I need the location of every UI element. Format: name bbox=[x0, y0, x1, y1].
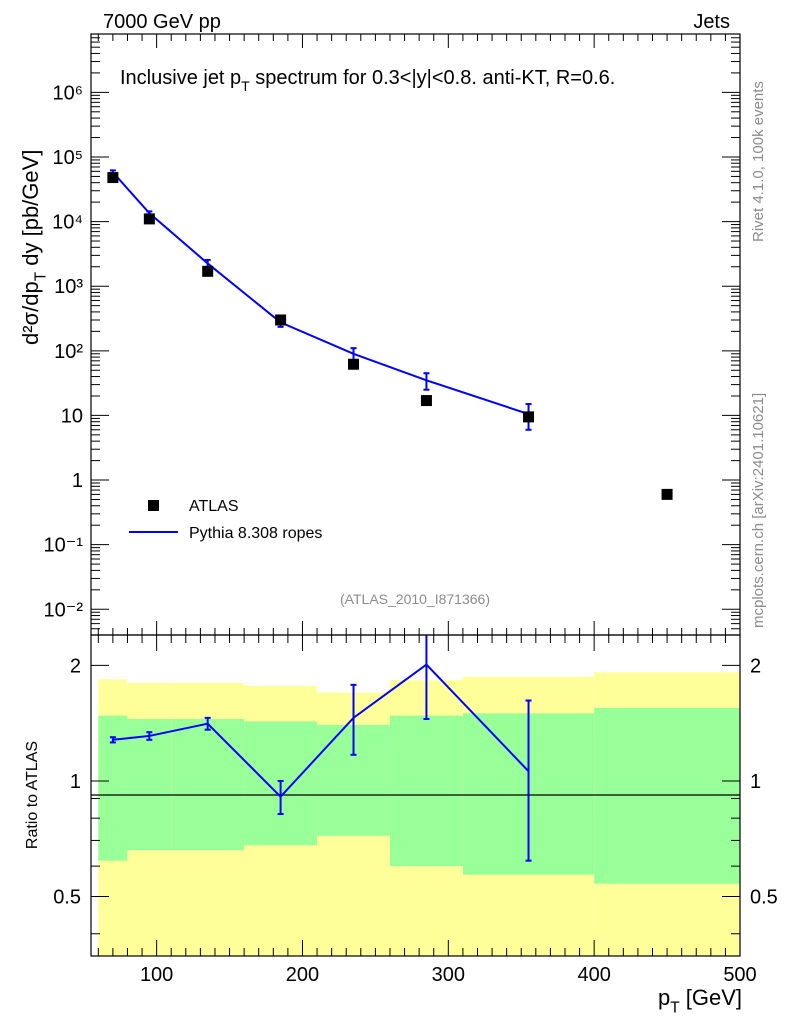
header-left: 7000 GeV pp bbox=[103, 11, 221, 33]
rivet-label: Rivet 4.1.0, 100k events bbox=[750, 81, 767, 242]
analysis-watermark: (ATLAS_2010_I871366) bbox=[340, 591, 490, 607]
inner-band bbox=[389, 715, 463, 867]
mc-series bbox=[109, 169, 532, 431]
x-tick-label: 100 bbox=[140, 964, 173, 986]
ratio-y-tick-label: 1 bbox=[70, 771, 81, 793]
main-y-tick-label: 10⁻¹ bbox=[44, 535, 84, 557]
mcplots-label: mcplots.cern.ch [arXiv:2401.10621] bbox=[750, 393, 767, 628]
ratio-y-tick-label: 0.5 bbox=[53, 887, 81, 909]
ratio-ticks bbox=[91, 635, 741, 956]
data-point bbox=[348, 358, 360, 370]
ratio-uncertainty-bands bbox=[98, 672, 740, 956]
data-point bbox=[143, 213, 155, 225]
main-y-tick-labels: 10⁻² 10⁻¹ 1 10 10² 10³ 10⁴ 10⁵ 10⁶ bbox=[44, 82, 84, 621]
mc-line bbox=[112, 171, 529, 416]
data-point bbox=[107, 172, 119, 184]
inner-band bbox=[171, 719, 245, 851]
main-y-tick-label: 10² bbox=[54, 341, 83, 363]
legend: ATLAS Pythia 8.308 ropes bbox=[129, 498, 322, 542]
x-tick-label: 300 bbox=[432, 964, 465, 986]
inner-band bbox=[127, 719, 172, 851]
ratio-plot-panel: 0.5 0.5 1 1 2 2 100 200 300 400 500 Ratio to ATLA… bbox=[24, 634, 778, 1017]
ratio-y-tick-label-right: 0.5 bbox=[750, 887, 778, 909]
main-plot-panel: 10⁻² 10⁻¹ 1 10 10² 10³ 10⁴ 10⁵ 10⁶ Inclusive jet… bbox=[18, 33, 741, 636]
main-y-tick-label: 10 bbox=[61, 405, 83, 427]
main-ticks bbox=[91, 33, 741, 636]
main-y-axis-label: d²σ/dpT​ dy [pb/GeV] bbox=[18, 150, 50, 345]
legend-mc-label: Pythia 8.308 ropes bbox=[189, 525, 322, 542]
inner-band bbox=[594, 707, 740, 884]
data-series bbox=[107, 172, 673, 500]
data-point bbox=[202, 265, 214, 277]
x-tick-label: 400 bbox=[577, 964, 610, 986]
x-axis-label: pT​ [GeV] bbox=[658, 985, 742, 1017]
main-y-tick-label: 10⁶ bbox=[53, 82, 83, 104]
x-tick-labels: 100 200 300 400 500 bbox=[140, 964, 757, 986]
x-tick-label: 200 bbox=[286, 964, 319, 986]
legend-data-marker bbox=[148, 500, 159, 511]
ratio-mc-series bbox=[109, 635, 532, 862]
ratio-y-tick-label-right: 2 bbox=[750, 655, 761, 677]
main-y-tick-label: 1 bbox=[72, 470, 83, 492]
ratio-y-tick-labels: 0.5 0.5 1 1 2 2 bbox=[53, 655, 778, 908]
main-y-tick-label: 10⁻² bbox=[44, 599, 84, 621]
ratio-y-axis-label: Ratio to ATLAS bbox=[24, 741, 41, 849]
ratio-y-tick-label: 2 bbox=[70, 655, 81, 677]
main-y-tick-label: 10⁴ bbox=[52, 212, 83, 234]
main-plot-title: Inclusive jet pT​ spectrum for 0.3<|y|<0… bbox=[120, 67, 615, 94]
main-frame bbox=[90, 33, 741, 636]
x-tick-label: 500 bbox=[723, 964, 756, 986]
data-point bbox=[275, 314, 287, 326]
legend-data-label: ATLAS bbox=[189, 498, 239, 515]
main-y-tick-label: 10⁵ bbox=[52, 147, 83, 169]
main-y-tick-label: 10³ bbox=[54, 276, 83, 298]
ratio-frame bbox=[90, 634, 741, 957]
data-point bbox=[420, 395, 432, 407]
header-right: Jets bbox=[693, 11, 730, 33]
data-point bbox=[523, 411, 535, 423]
data-point bbox=[661, 488, 673, 500]
ratio-y-tick-label-right: 1 bbox=[750, 771, 761, 793]
